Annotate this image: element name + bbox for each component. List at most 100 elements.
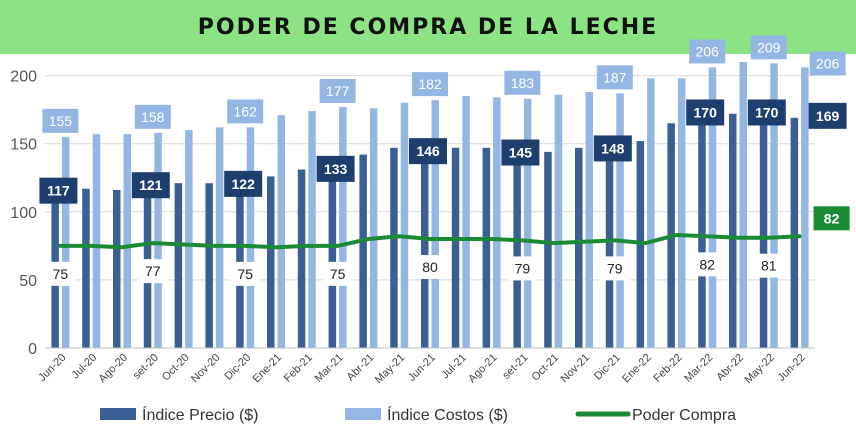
bar-precio	[174, 183, 183, 348]
bar-precio	[729, 113, 737, 348]
label-poder-last-text: 82	[824, 210, 840, 226]
y-tick-label: 100	[10, 205, 37, 222]
label-costos-box	[412, 72, 448, 97]
label-precio-text: 122	[232, 176, 256, 192]
bar-precio	[267, 176, 275, 348]
bar-costos	[185, 130, 193, 348]
bar-costos	[708, 67, 717, 348]
label-precio: 146	[409, 138, 447, 165]
label-precio-box	[593, 135, 632, 162]
label-poder-text: 81	[761, 258, 777, 274]
label-costos-text: 182	[418, 76, 442, 92]
x-tick-label: Abr-21	[345, 352, 377, 384]
label-precio-text: 146	[416, 143, 440, 159]
label-poder-text: 80	[422, 259, 438, 275]
label-costos-text: 155	[49, 113, 73, 129]
label-precio-text: 170	[694, 104, 718, 120]
bar-precio	[759, 116, 768, 348]
label-costos: 183	[504, 70, 541, 95]
label-costos-text: 187	[603, 69, 627, 85]
bar-costos	[554, 94, 563, 348]
label-precio: 117	[39, 177, 78, 204]
label-poder-box	[753, 253, 784, 278]
label-poder: 81	[753, 253, 784, 278]
x-tick-label: Jun-20	[36, 352, 68, 384]
x-tick-label: set-20	[131, 352, 161, 382]
label-poder-text: 77	[145, 263, 161, 279]
label-precio: 170	[747, 99, 786, 126]
bar-precio	[698, 116, 706, 348]
bar-costos	[339, 106, 347, 348]
label-poder: 75	[45, 261, 76, 286]
bar-costos	[246, 127, 255, 348]
bar-costos	[369, 108, 378, 348]
label-poder-box	[230, 261, 261, 286]
label-poder-last-box	[813, 206, 850, 231]
label-poder-text: 79	[607, 260, 623, 276]
label-poder: 79	[507, 256, 538, 281]
x-tick-label: Mar-22	[682, 352, 715, 385]
label-costos: 209	[750, 35, 787, 60]
label-costos-box	[227, 99, 264, 124]
x-tick-label: Jul-21	[439, 352, 469, 382]
bar-precio	[205, 183, 213, 348]
label-precio-text: 117	[47, 183, 70, 199]
label-precio-box	[686, 99, 725, 126]
label-costos: 206	[809, 51, 846, 76]
legend-label: Índice Costos ($)	[387, 405, 508, 424]
label-precio-box	[131, 172, 170, 199]
legend-item: Índice Costos ($)	[345, 405, 508, 424]
data-labels: 155 158 162 177 182 183 187 206 209 206 117 121 122 1…	[39, 35, 850, 286]
label-poder-text: 75	[237, 266, 253, 282]
bar-costos	[647, 78, 655, 348]
label-precio: 133	[316, 155, 355, 182]
label-costos-box	[319, 78, 356, 103]
x-tick-label: Abr-22	[714, 352, 746, 384]
label-poder-text: 79	[515, 260, 531, 276]
x-tick-label: Ago-20	[97, 352, 131, 386]
label-costos-box	[42, 108, 79, 133]
x-tick-label: May-21	[373, 352, 407, 386]
x-tick-label: Jun-22	[775, 352, 807, 384]
bar-costos	[400, 102, 409, 348]
bar-costos	[431, 100, 439, 348]
x-tick-label: May-22	[742, 352, 776, 386]
x-tick-label: Ene-22	[620, 352, 654, 386]
x-tick-label: Oct-20	[160, 352, 192, 384]
bar-precio	[482, 147, 491, 348]
bar-precio	[421, 149, 429, 348]
bar-costos	[739, 62, 747, 348]
label-precio-box	[747, 99, 786, 126]
label-costos: 158	[134, 104, 171, 129]
label-costos-text: 209	[757, 39, 781, 55]
bar-costos	[154, 132, 162, 348]
label-costos-text: 162	[234, 103, 258, 119]
label-costos: 206	[689, 39, 726, 64]
label-precio-box	[316, 155, 355, 182]
bar-costos	[801, 67, 809, 348]
label-costos: 155	[42, 108, 79, 133]
y-tick-label: 50	[19, 273, 37, 290]
label-precio-text: 145	[509, 145, 533, 161]
x-tick-label: Dic-20	[222, 352, 253, 383]
label-precio: 145	[501, 139, 540, 166]
label-poder-box	[507, 256, 538, 281]
bar-precio	[82, 188, 90, 348]
label-poder: 75	[230, 261, 261, 286]
bar-costos	[585, 91, 593, 348]
label-poder-box	[415, 255, 445, 280]
x-tick-label: Dic-21	[592, 352, 623, 383]
chart-title: PODER DE COMPRA DE LA LECHE	[197, 14, 659, 40]
label-poder: 80	[415, 255, 445, 280]
bar-precio	[605, 146, 614, 348]
label-precio-box	[39, 177, 78, 204]
title-bar: PODER DE COMPRA DE LA LECHE	[0, 0, 856, 54]
bar-costos	[462, 96, 470, 348]
bar-precio	[113, 190, 121, 348]
x-tick-label: Feb-21	[282, 352, 315, 385]
legend-item: Poder Compra	[575, 407, 736, 424]
x-tick-label: Nov-21	[559, 352, 593, 386]
label-precio-text: 169	[816, 108, 840, 124]
bar-costos	[616, 93, 624, 348]
label-poder: 82	[692, 252, 723, 277]
